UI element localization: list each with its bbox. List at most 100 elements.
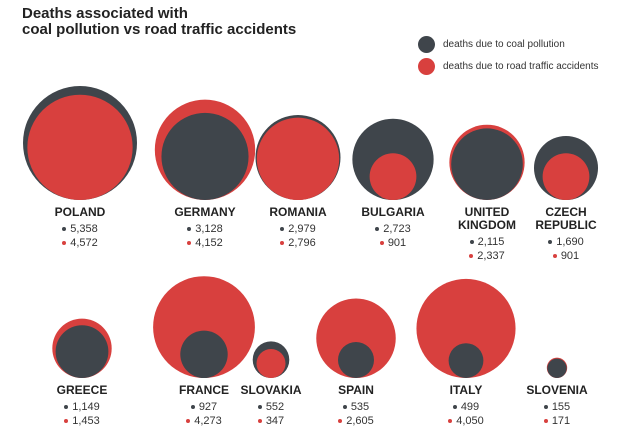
category-label: ITALY: [449, 383, 483, 397]
value-label: 1,453: [72, 415, 100, 427]
bullet: [452, 405, 457, 410]
bullet: [342, 405, 347, 410]
value-label: 3,128: [195, 223, 223, 235]
value-label: 2,723: [383, 223, 411, 235]
value-label: 535: [350, 401, 370, 413]
country-label: SPAIN 535 2,605: [301, 384, 411, 428]
bullet: [186, 419, 191, 424]
bubble: [542, 153, 590, 200]
category-label: BULGARIA: [361, 205, 425, 219]
bubble: [369, 153, 417, 200]
bubble: [451, 128, 523, 200]
value-row: 2,796: [243, 236, 353, 250]
category-label: FRANCE: [179, 383, 229, 397]
value-label: 4,572: [70, 237, 98, 249]
value-row: 347: [216, 414, 326, 428]
value-row: 171: [502, 414, 612, 428]
country-label: GERMANY 3,128 4,152: [150, 206, 260, 250]
value-label: 901: [560, 250, 580, 262]
value-label: 499: [460, 401, 480, 413]
value-row: 4,273: [149, 414, 259, 428]
bubble: [180, 330, 228, 378]
bubble: [256, 348, 286, 379]
country-label: UNITED KINGDOM 2,115 2,337: [432, 206, 542, 263]
bullet: [338, 419, 343, 424]
value-row: 2,979: [243, 222, 353, 236]
legend-item: deaths due to road traffic accidents: [418, 58, 598, 75]
value-row: 3,128: [150, 222, 260, 236]
value-label: 901: [387, 237, 407, 249]
country-label: SLOVAKIA 552 347: [216, 384, 326, 428]
value-label: 2,796: [288, 237, 316, 249]
country-label: ROMANIA 2,979 2,796: [243, 206, 353, 250]
category-label: SLOVENIA: [526, 383, 588, 397]
bullet: [187, 241, 192, 246]
value-label: 2,605: [346, 415, 374, 427]
value-row: 155: [502, 400, 612, 414]
value-label: 2,115: [477, 236, 505, 248]
country-label: SLOVENIA 155 171: [502, 384, 612, 428]
category-label: SPAIN: [338, 383, 374, 397]
bullet: [187, 227, 192, 232]
value-label: 155: [551, 401, 571, 413]
value-label: 5,358: [70, 223, 98, 235]
value-row: 2,115: [432, 235, 542, 249]
bullet: [543, 419, 548, 424]
bullet: [62, 241, 67, 246]
value-row: 4,572: [25, 236, 135, 250]
country-label: BULGARIA 2,723 901: [338, 206, 448, 250]
bullet: [375, 227, 380, 232]
value-label: 1,690: [556, 236, 584, 248]
bullet: [257, 405, 262, 410]
bubble: [161, 112, 249, 200]
bubble: [27, 94, 133, 200]
bullet: [190, 405, 195, 410]
category-label: POLAND: [54, 205, 106, 219]
value-row: 901: [338, 236, 448, 250]
value-row: 1,453: [27, 414, 137, 428]
country-label: FRANCE 927 4,273: [149, 384, 259, 428]
bullet: [548, 240, 553, 245]
value-label: 4,050: [456, 415, 484, 427]
value-label: 927: [198, 401, 218, 413]
bullet: [257, 419, 262, 424]
bullet: [448, 419, 453, 424]
category-label: GERMANY: [174, 205, 236, 219]
value-row: 2,337: [432, 249, 542, 263]
value-row: 927: [149, 400, 259, 414]
value-label: 552: [265, 401, 285, 413]
value-label: 2,337: [477, 250, 505, 262]
bubble: [416, 278, 516, 378]
bullet: [280, 227, 285, 232]
value-row: 901: [511, 249, 621, 263]
bubble: [448, 343, 484, 379]
value-label: 347: [265, 415, 285, 427]
bubble: [256, 117, 340, 200]
category-label: ROMANIA: [269, 205, 327, 219]
value-row: 552: [216, 400, 326, 414]
chart-title: Deaths associated with coal pollution vs…: [22, 5, 297, 38]
bullet: [469, 254, 474, 259]
bullet: [543, 405, 548, 410]
bullet: [64, 419, 69, 424]
value-label: 4,273: [194, 415, 222, 427]
category-label: GREECE: [56, 383, 108, 397]
value-row: 4,050: [411, 414, 521, 428]
country-label: CZECH REPUBLIC 1,690 901: [511, 206, 621, 263]
category-label: SLOVAKIA: [240, 383, 302, 397]
bubble: [547, 358, 567, 378]
value-row: 1,149: [27, 400, 137, 414]
value-label: 2,979: [288, 223, 316, 235]
legend-swatch: [418, 58, 435, 75]
legend-label: deaths due to coal pollution: [443, 39, 565, 50]
category-label: UNITED KINGDOM: [458, 205, 516, 232]
country-label: GREECE 1,149 1,453: [27, 384, 137, 428]
bullet: [552, 254, 557, 259]
value-row: 535: [301, 400, 411, 414]
category-label: CZECH REPUBLIC: [535, 205, 597, 232]
legend-swatch: [418, 36, 435, 53]
value-label: 4,152: [195, 237, 223, 249]
legend-label: deaths due to road traffic accidents: [443, 61, 599, 72]
